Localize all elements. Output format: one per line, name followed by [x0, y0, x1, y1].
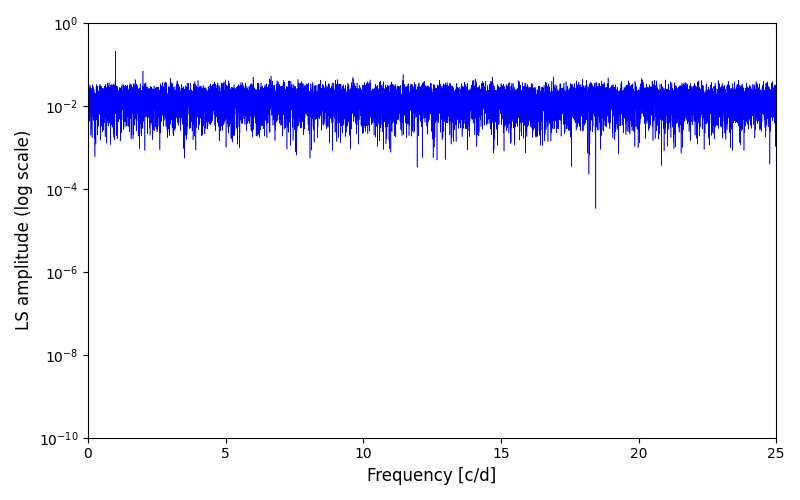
Y-axis label: LS amplitude (log scale): LS amplitude (log scale) — [15, 130, 33, 330]
X-axis label: Frequency [c/d]: Frequency [c/d] — [367, 467, 497, 485]
